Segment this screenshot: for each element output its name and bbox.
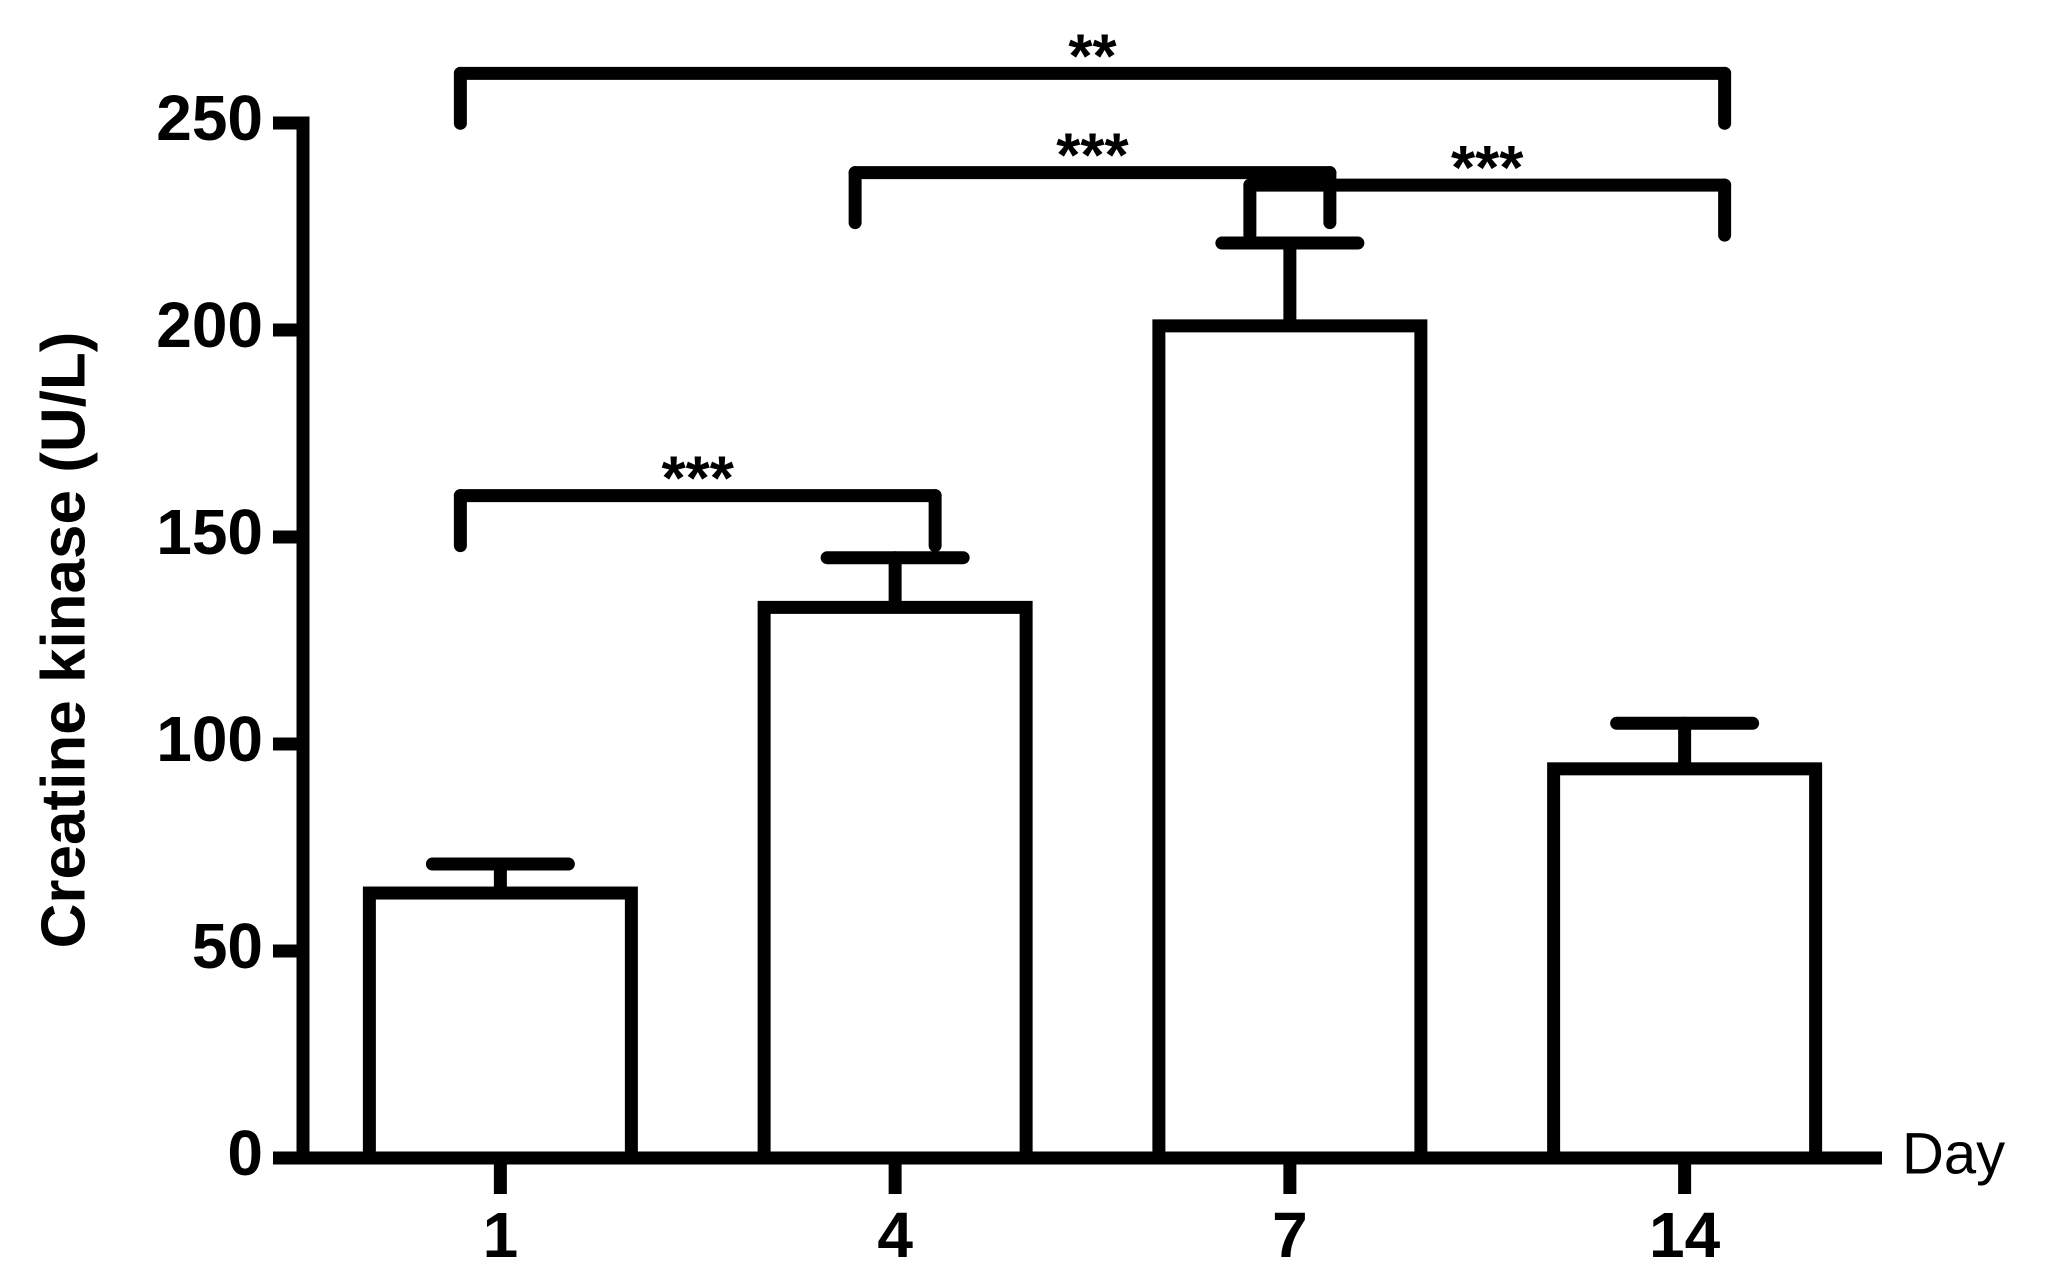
bar: [1152, 319, 1428, 1165]
y-tick-label: 150: [156, 496, 263, 568]
significance-label: ***: [1451, 134, 1524, 203]
y-axis-label: Creatine kinase (U/L): [29, 332, 98, 949]
bar: [362, 886, 638, 1165]
x-tick-label: 7: [1272, 1199, 1308, 1271]
y-tick-label: 0: [227, 1117, 263, 1189]
significance-label: ***: [1056, 122, 1129, 191]
x-tick-label: 1: [483, 1199, 519, 1271]
x-tick-label: 4: [877, 1199, 913, 1271]
y-tick-label: 250: [156, 82, 263, 154]
x-axis-label: Day: [1902, 1121, 2005, 1186]
bar: [1547, 762, 1823, 1165]
y-tick-label: 50: [192, 910, 263, 982]
significance-label: **: [1068, 22, 1117, 91]
significance-label: ***: [662, 445, 735, 514]
y-tick-label: 100: [156, 703, 263, 775]
bar: [757, 600, 1033, 1165]
y-tick-label: 200: [156, 289, 263, 361]
x-tick-label: 14: [1649, 1199, 1721, 1271]
